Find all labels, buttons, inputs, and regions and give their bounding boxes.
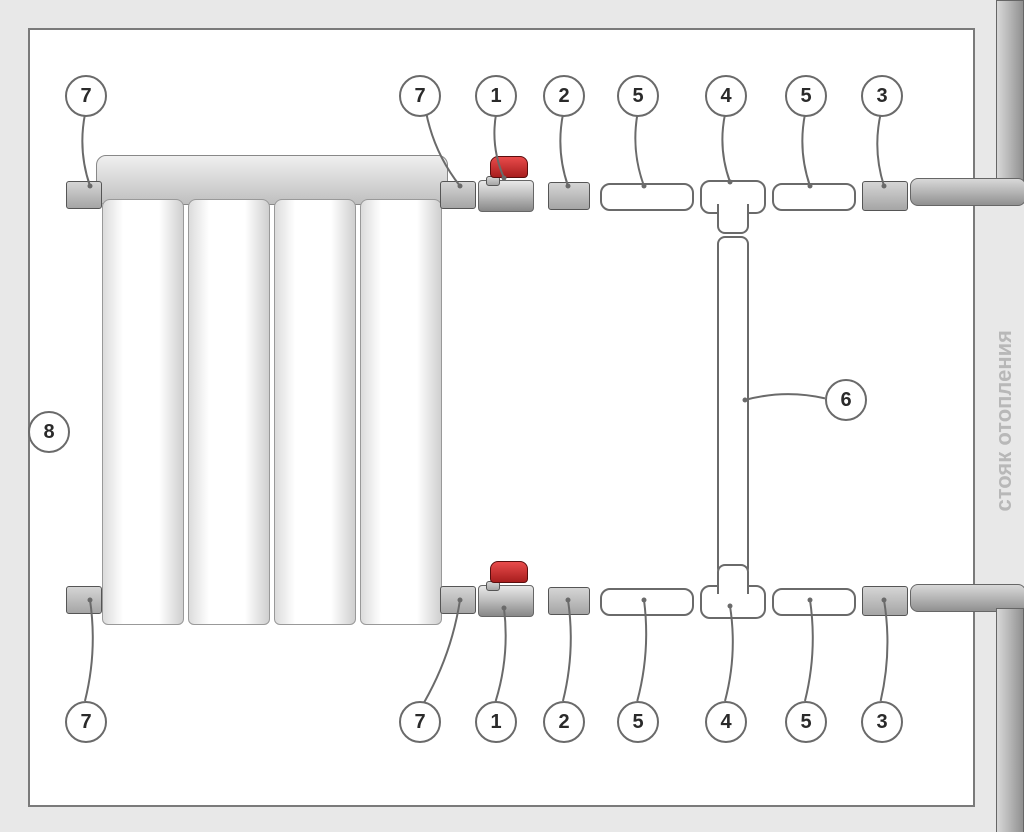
callout-7: 7 — [65, 701, 107, 743]
radiator-section — [102, 199, 184, 625]
riser-pipe-top-horiz — [910, 178, 1024, 206]
tee-top-v — [717, 204, 749, 234]
plug-left-top — [66, 181, 102, 209]
callout-8: 8 — [28, 411, 70, 453]
callout-5: 5 — [785, 75, 827, 117]
radiator — [100, 155, 442, 625]
adapter-top — [862, 181, 908, 211]
plug-right-bot — [440, 586, 476, 614]
callout-6: 6 — [825, 379, 867, 421]
callout-1: 1 — [475, 75, 517, 117]
callout-5: 5 — [617, 701, 659, 743]
ball-valve-handle-bot — [490, 561, 528, 583]
pipe-b-bot — [772, 588, 856, 616]
coupling-top — [548, 182, 590, 210]
riser-pipe-bot-vert — [996, 608, 1024, 832]
plug-right-top — [440, 181, 476, 209]
riser-pipe-top-vert — [996, 0, 1024, 182]
callout-5: 5 — [785, 701, 827, 743]
radiator-header — [96, 155, 448, 205]
plug-left-bot — [66, 586, 102, 614]
radiator-section — [188, 199, 270, 625]
callout-7: 7 — [399, 75, 441, 117]
riser-label: стояк отопления — [991, 330, 1017, 512]
callout-7: 7 — [65, 75, 107, 117]
pipe-b-top — [772, 183, 856, 211]
callout-4: 4 — [705, 75, 747, 117]
radiator-section — [360, 199, 442, 625]
pipe-a-top — [600, 183, 694, 211]
tee-bot-v — [717, 564, 749, 594]
callout-5: 5 — [617, 75, 659, 117]
callout-2: 2 — [543, 75, 585, 117]
adapter-bot — [862, 586, 908, 616]
callout-7: 7 — [399, 701, 441, 743]
callout-3: 3 — [861, 701, 903, 743]
pipe-a-bot — [600, 588, 694, 616]
bypass-pipe — [717, 236, 749, 576]
coupling-bot — [548, 587, 590, 615]
radiator-section — [274, 199, 356, 625]
callout-3: 3 — [861, 75, 903, 117]
callout-2: 2 — [543, 701, 585, 743]
callout-4: 4 — [705, 701, 747, 743]
callout-1: 1 — [475, 701, 517, 743]
ball-valve-handle-top — [490, 156, 528, 178]
diagram-canvas: стояк отопления 77125 — [0, 0, 1024, 832]
